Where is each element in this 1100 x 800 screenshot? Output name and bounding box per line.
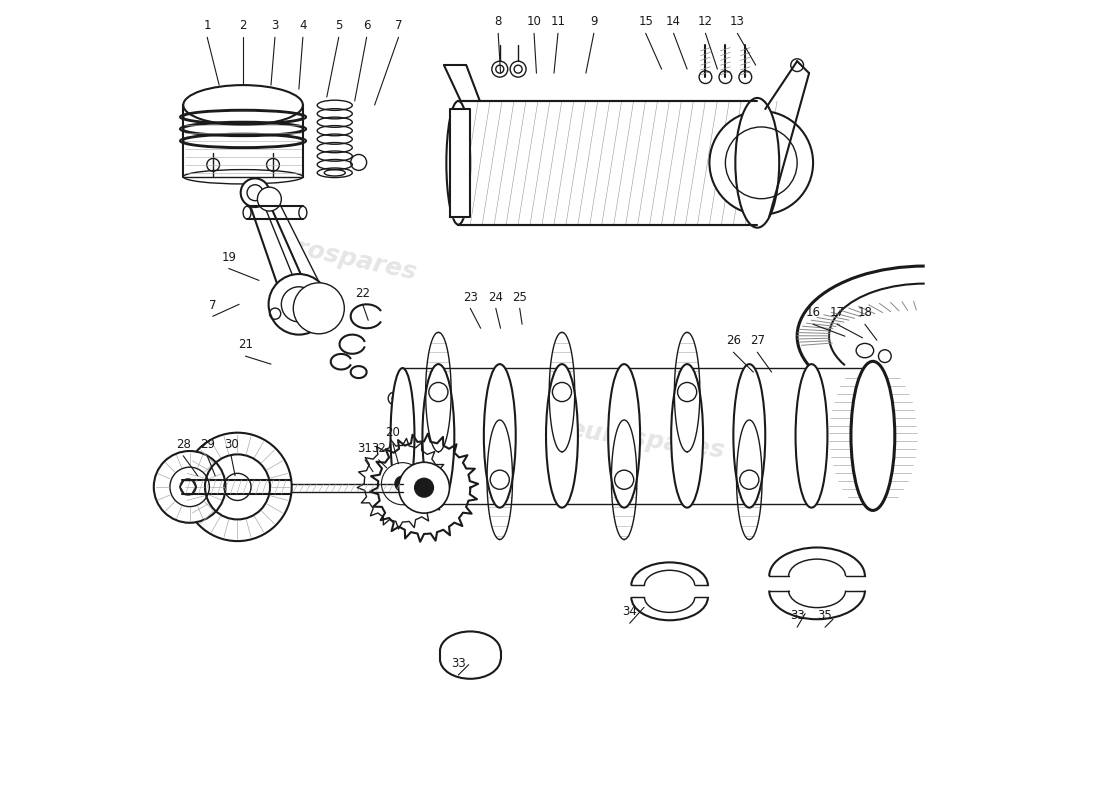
Text: eurospares: eurospares <box>258 228 419 285</box>
Text: 21: 21 <box>238 338 253 351</box>
Text: 9: 9 <box>590 15 597 29</box>
Text: 31: 31 <box>358 442 373 455</box>
Polygon shape <box>487 420 513 539</box>
Ellipse shape <box>608 364 640 508</box>
Ellipse shape <box>447 101 471 225</box>
Circle shape <box>710 111 813 214</box>
Polygon shape <box>246 190 312 310</box>
Text: 2: 2 <box>240 19 246 33</box>
Ellipse shape <box>736 98 779 228</box>
Ellipse shape <box>390 368 415 504</box>
Text: 3: 3 <box>272 19 278 33</box>
Ellipse shape <box>484 364 516 508</box>
Text: 27: 27 <box>750 334 764 347</box>
Ellipse shape <box>795 364 827 508</box>
Text: eurospares: eurospares <box>565 417 726 462</box>
Text: 22: 22 <box>355 286 371 299</box>
Polygon shape <box>674 332 700 452</box>
Polygon shape <box>737 420 762 539</box>
Text: 24: 24 <box>488 290 504 303</box>
Circle shape <box>398 462 450 513</box>
Text: 7: 7 <box>395 19 403 33</box>
Text: 6: 6 <box>363 19 371 33</box>
Text: 1: 1 <box>204 19 211 33</box>
Text: 10: 10 <box>527 15 541 29</box>
Circle shape <box>268 274 329 334</box>
Ellipse shape <box>671 364 703 508</box>
Text: 33: 33 <box>451 658 465 670</box>
Text: 12: 12 <box>698 15 713 29</box>
Circle shape <box>257 187 282 211</box>
Text: 33: 33 <box>790 610 804 622</box>
Polygon shape <box>370 434 478 542</box>
Text: 26: 26 <box>726 334 741 347</box>
Text: 29: 29 <box>200 438 214 451</box>
Polygon shape <box>426 332 451 452</box>
Text: 14: 14 <box>667 15 681 29</box>
Ellipse shape <box>546 364 578 508</box>
Text: 35: 35 <box>817 610 833 622</box>
Circle shape <box>184 433 292 541</box>
Text: 8: 8 <box>495 15 502 29</box>
Text: 30: 30 <box>223 438 239 451</box>
Polygon shape <box>549 332 574 452</box>
Polygon shape <box>450 109 471 217</box>
Text: 18: 18 <box>858 306 872 319</box>
Text: 7: 7 <box>209 298 217 311</box>
Text: 5: 5 <box>336 19 342 33</box>
Text: 34: 34 <box>623 606 637 618</box>
Text: 15: 15 <box>638 15 653 29</box>
Text: 32: 32 <box>371 442 386 455</box>
Text: 20: 20 <box>385 426 400 439</box>
Circle shape <box>241 178 270 207</box>
Circle shape <box>415 478 433 497</box>
Text: 16: 16 <box>805 306 821 319</box>
Text: 23: 23 <box>463 290 477 303</box>
Polygon shape <box>612 420 637 539</box>
Circle shape <box>392 396 397 401</box>
Circle shape <box>154 451 226 522</box>
Circle shape <box>395 476 410 491</box>
Polygon shape <box>263 196 330 314</box>
Polygon shape <box>358 438 448 529</box>
Text: 28: 28 <box>176 438 190 451</box>
Text: 13: 13 <box>730 15 745 29</box>
Text: 11: 11 <box>550 15 565 29</box>
Text: 17: 17 <box>829 306 845 319</box>
Circle shape <box>382 462 424 505</box>
Ellipse shape <box>422 364 454 508</box>
Text: 25: 25 <box>513 290 527 303</box>
Ellipse shape <box>851 362 894 510</box>
Text: 19: 19 <box>221 250 236 264</box>
Text: 4: 4 <box>299 19 307 33</box>
Ellipse shape <box>734 364 766 508</box>
Circle shape <box>294 283 344 334</box>
